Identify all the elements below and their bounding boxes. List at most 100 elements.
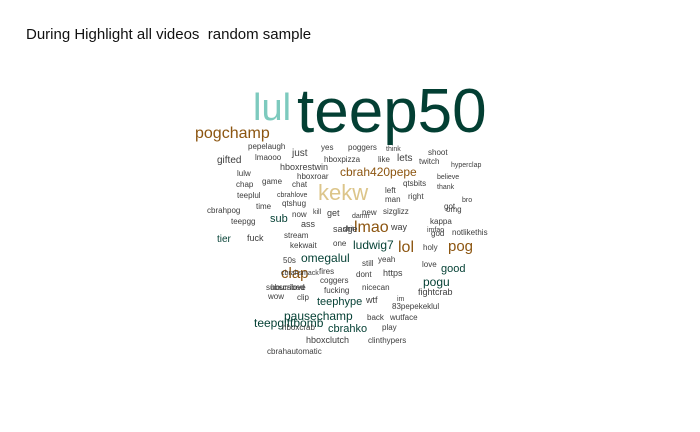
- cloud-word-hboxcrab: hboxcrab: [282, 323, 315, 332]
- cloud-word-twitch: twitch: [419, 157, 439, 166]
- cloud-word-hboxroar: hboxroar: [297, 172, 329, 181]
- cloud-word-im: im: [397, 296, 405, 303]
- cloud-word-lul: lul: [253, 87, 291, 129]
- cloud-word-50s: 50s: [283, 256, 296, 265]
- cloud-word-tier: tier: [217, 234, 232, 245]
- cloud-word-teepgg: teepgg: [231, 217, 255, 226]
- cloud-word-omg: omg: [446, 205, 462, 214]
- cloud-word-get: get: [327, 208, 340, 218]
- cloud-word-man: man: [385, 195, 401, 204]
- cloud-word-still: still: [362, 259, 374, 268]
- cloud-word-thank: thank: [437, 184, 455, 191]
- cloud-word-lmaooo: lmaooo: [255, 153, 282, 162]
- cloud-word-holy: holy: [423, 243, 438, 252]
- cloud-word-good: good: [441, 263, 465, 275]
- cloud-word-kekwait: kekwait: [290, 241, 317, 250]
- cloud-word-ludwig7: ludwig7: [353, 238, 394, 252]
- cloud-word-kekw: kekw: [318, 180, 368, 205]
- cloud-word-way: way: [390, 222, 408, 232]
- cloud-word-cbrahpog: cbrahpog: [207, 206, 240, 215]
- cloud-word-hboxclutch: hboxclutch: [306, 335, 349, 345]
- cloud-word-love: love: [422, 260, 437, 269]
- cloud-word-clap: clap: [281, 265, 309, 282]
- cloud-word-pogchamp: pogchamp: [195, 125, 270, 142]
- cloud-word-kill: kill: [313, 209, 322, 216]
- cloud-word-teepgiftbomb: teepgiftbomb: [254, 316, 324, 330]
- cloud-word-83pepekeklul: 83pepekeklul: [392, 302, 439, 311]
- cloud-word-coggers: coggers: [320, 276, 348, 285]
- cloud-word-one: one: [333, 239, 347, 248]
- cloud-word-just: just: [291, 148, 308, 159]
- cloud-word-cbrahko: cbrahko: [328, 323, 367, 335]
- cloud-word-subscribed: subscribed: [266, 283, 305, 292]
- cloud-word-dont: dont: [356, 270, 372, 279]
- cloud-word-stream: stream: [284, 231, 309, 240]
- cloud-word-play: play: [382, 323, 397, 332]
- cloud-word-sub: sub: [270, 213, 288, 225]
- cloud-word-fucking: fucking: [324, 286, 349, 295]
- cloud-word-hboxpizza: hboxpizza: [324, 155, 361, 164]
- cloud-word-chat: chat: [292, 180, 308, 189]
- cloud-word-fuck: fuck: [247, 233, 264, 243]
- cloud-word-qtshug: qtshug: [282, 199, 306, 208]
- cloud-word-lulw: lulw: [237, 169, 251, 178]
- cloud-word-back: back: [367, 313, 385, 322]
- cloud-word-cbrah420pepe: cbrah420pepe: [340, 165, 417, 179]
- cloud-word-fires: fires: [319, 267, 334, 276]
- cloud-word-imfao: imfao: [427, 227, 444, 234]
- cloud-word-teephype: teephype: [317, 296, 362, 308]
- cloud-word-pausechamp: pausechamp: [284, 309, 353, 323]
- cloud-word-wtf: wtf: [365, 295, 378, 305]
- cloud-word-teep50: teep50: [297, 77, 487, 146]
- cloud-word-hboxrestwin: hboxrestwin: [280, 162, 328, 172]
- cloud-word-think: think: [386, 146, 401, 153]
- cloud-word-lmao: lmao: [354, 219, 389, 236]
- cloud-word-nicecan: nicecan: [362, 283, 390, 292]
- cloud-word-lets: lets: [397, 153, 413, 164]
- cloud-word-cbrahsmack: cbrahsmack: [281, 270, 319, 277]
- cloud-word-now: now: [292, 210, 307, 219]
- cloud-word-https: https: [383, 268, 403, 278]
- cloud-word-notlikethis: notlikethis: [452, 228, 488, 237]
- cloud-word-shit: shit: [343, 226, 354, 233]
- cloud-word-cbrahlove: cbrahlove: [277, 192, 307, 199]
- cloud-word-sadge: sadge: [333, 224, 358, 234]
- cloud-word-believe: believe: [437, 174, 459, 181]
- cloud-word-pog: pog: [448, 238, 473, 255]
- cloud-word-game: game: [262, 177, 283, 186]
- cloud-word-pogu: pogu: [423, 275, 450, 289]
- cloud-word-kappa: kappa: [430, 217, 452, 226]
- cloud-word-teeplul: teeplul: [237, 191, 261, 200]
- cloud-word-time: time: [256, 202, 272, 211]
- cloud-word-wutface: wutface: [389, 313, 418, 322]
- cloud-word-bro: bro: [462, 197, 472, 204]
- cloud-word-new: new: [362, 208, 377, 217]
- cloud-word-fightcrab: fightcrab: [418, 287, 453, 297]
- cloud-word-wow: wow: [267, 292, 284, 301]
- cloud-word-hourslove: hourslove: [271, 283, 306, 292]
- page-title: During Highlight all videos random sampl…: [26, 26, 312, 43]
- cloud-word-qtsbits: qtsbits: [403, 179, 426, 188]
- cloud-word-chap: chap: [236, 180, 254, 189]
- cloud-word-left: left: [385, 186, 396, 195]
- cloud-word-right: right: [408, 192, 424, 201]
- cloud-word-yeah: yeah: [378, 255, 395, 264]
- cloud-word-sizglizz: sizglizz: [383, 207, 409, 216]
- cloud-word-clinthypers: clinthypers: [368, 336, 406, 345]
- cloud-word-cbrahautomatic: cbrahautomatic: [267, 347, 322, 356]
- cloud-word-god: god: [431, 229, 444, 238]
- cloud-word-damn: damn: [352, 213, 370, 220]
- cloud-word-gifted: gifted: [217, 155, 241, 166]
- cloud-word-omegalul: omegalul: [301, 251, 350, 265]
- cloud-word-pepelaugh: pepelaugh: [248, 142, 285, 151]
- cloud-word-shoot: shoot: [428, 148, 448, 157]
- cloud-word-lol: lol: [398, 239, 414, 256]
- cloud-word-hyperclap: hyperclap: [451, 162, 481, 169]
- cloud-word-got: got: [444, 202, 456, 211]
- cloud-word-ass: ass: [301, 219, 316, 229]
- cloud-word-yes: yes: [321, 143, 333, 152]
- cloud-word-clip: clip: [297, 293, 310, 302]
- cloud-word-like: like: [378, 155, 391, 164]
- cloud-word-poggers: poggers: [348, 143, 377, 152]
